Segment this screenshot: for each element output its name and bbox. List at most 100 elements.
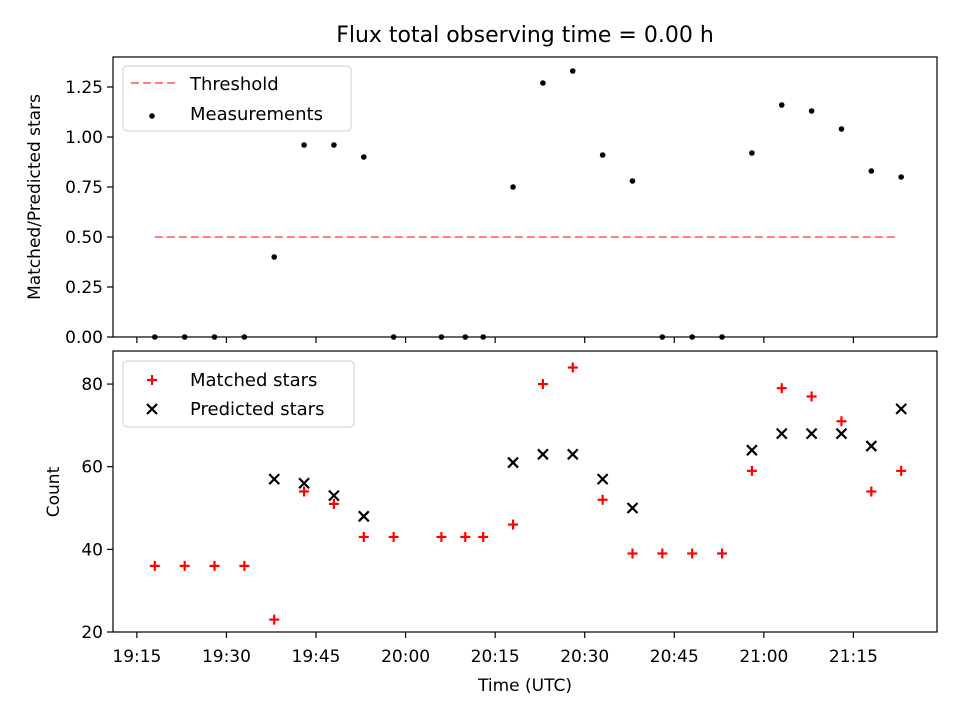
ratio-measurements-point [569,68,576,74]
count-matched-stars-point [388,531,399,542]
count-matched-stars-point [179,560,190,571]
count-predicted-stars-point [537,448,549,461]
count-predicted-stars-point [566,448,579,461]
count-predicted-stars-point [895,403,907,415]
count-panel-y-label: Count [44,466,64,517]
count-panel-legend: Matched stars Predicted stars [122,360,355,428]
ratio-measurements-point [898,174,904,180]
count-matched-stars-point [269,614,280,625]
count-matched-stars-point [597,494,608,505]
count-matched-stars-point [836,416,847,427]
ratio-panel-title: Flux total observing time = 0.00 h [336,23,714,48]
count-matched-stars-point [209,560,220,571]
count-panel-x-tick-label: 19:45 [292,647,341,667]
count-panel-x-tick-label: 20:00 [381,647,430,667]
count-matched-stars-point [687,548,698,559]
ratio-panel-y-label: Matched/Predicted stars [25,94,45,300]
count-matched-stars-point [508,519,519,530]
count-panel-x-tick-label: 19:30 [202,647,251,667]
count-panel-x-tick-label: 21:15 [829,647,878,667]
ratio-measurements-point [360,154,367,160]
count-matched-stars-point [436,531,447,542]
ratio-panel-marks [151,68,904,340]
count-matched-stars-point [567,362,578,373]
count-matched-stars-point [896,465,907,476]
predicted-legend-label: Predicted stars [190,399,324,420]
count-panel-x-label: Time (UTC) [477,676,572,696]
count-predicted-stars-point [865,440,878,452]
count-panel-x-tick-label: 19:15 [112,647,161,667]
count-predicted-stars-point [626,502,639,514]
count-matched-stars-point [149,560,160,571]
count-predicted-stars-point [746,444,758,456]
count-matched-stars-point [460,531,471,542]
count-matched-stars-point [537,379,548,390]
ratio-measurements-point [271,254,278,260]
ratio-measurements-point [599,152,606,158]
count-matched-stars-point [806,391,817,402]
ratio-panel-y-tick-label: 0.25 [65,278,103,298]
ratio-measurements-point [629,178,636,184]
count-predicted-stars-point [596,473,609,485]
count-panel-frame [112,350,938,633]
predicted-legend-marker [146,403,158,415]
count-predicted-stars-point [328,489,340,502]
count-panel-x-tick-label: 20:45 [650,647,699,667]
ratio-measurements-point [331,142,337,148]
count-panel-x-tick-label: 20:30 [560,647,609,667]
count-panel-y-tick-label: 40 [81,540,103,560]
measurements-legend-marker [149,113,155,119]
count-matched-stars-point [717,548,728,559]
ratio-measurements-point [808,108,815,114]
count-matched-stars-point [328,498,339,509]
count-predicted-stars-point [507,456,519,469]
ratio-panel-y-tick-label: 0.50 [65,228,103,248]
count-predicted-stars-point [268,473,280,485]
count-panel-marks [149,362,907,625]
matched-legend-label: Matched stars [190,370,317,391]
ratio-measurements-point [868,168,875,174]
count-matched-stars-point [657,548,668,559]
count-legend-box [122,360,355,428]
ratio-measurements-point [838,126,845,132]
count-predicted-stars-point [298,477,310,490]
count-panel-y-tick-label: 60 [81,458,103,478]
count-matched-stars-point [746,465,757,476]
ratio-panel: Flux total observing time = 0.00 h 0.000… [25,23,938,348]
count-panel-x-axis: 19:15 19:30 19:45 20:00 20:15 20:30 20:45 21:00… [112,632,878,667]
ratio-measurements-point [540,80,546,86]
count-matched-stars-point [776,383,787,394]
ratio-legend-box [122,65,352,132]
ratio-panel-frame [112,56,938,338]
ratio-panel-y-tick-label: 1.00 [65,128,103,148]
count-predicted-stars-point [358,510,370,523]
ratio-measurements-point [301,142,307,148]
ratio-panel-x-axis [136,337,855,343]
threshold-legend-label: Threshold [189,74,279,95]
count-matched-stars-point [358,531,369,542]
ratio-panel-y-tick-label: 0.75 [65,178,103,198]
matched-legend-marker [147,375,157,385]
count-predicted-stars-point [835,427,848,440]
ratio-measurements-point [778,102,785,108]
ratio-panel-y-tick-label: 0.00 [65,328,103,348]
count-matched-stars-point [299,486,310,497]
measurements-legend-label: Measurements [190,104,323,125]
ratio-panel-legend: Threshold Measurements [122,65,352,132]
ratio-measurements-point [749,150,755,156]
count-matched-stars-point [627,548,638,559]
count-predicted-stars-point [775,427,788,440]
count-panel-y-tick-label: 20 [81,623,103,643]
count-panel: 20 40 60 80 19:15 19:30 19:45 20:00 20:15 20:30 2… [44,350,938,696]
count-matched-stars-point [866,486,877,497]
count-panel-x-tick-label: 20:15 [471,647,520,667]
ratio-panel-y-tick-label: 1.25 [65,78,103,98]
ratio-measurements-point [510,184,516,190]
count-predicted-stars-point [805,427,818,440]
count-panel-y-tick-label: 80 [81,375,103,395]
count-matched-stars-point [478,531,489,542]
count-panel-x-tick-label: 21:00 [739,647,788,667]
count-panel-y-axis: 20 40 60 80 [81,375,113,643]
ratio-panel-y-axis: 0.00 0.25 0.50 0.75 1.00 1.25 [65,78,113,348]
